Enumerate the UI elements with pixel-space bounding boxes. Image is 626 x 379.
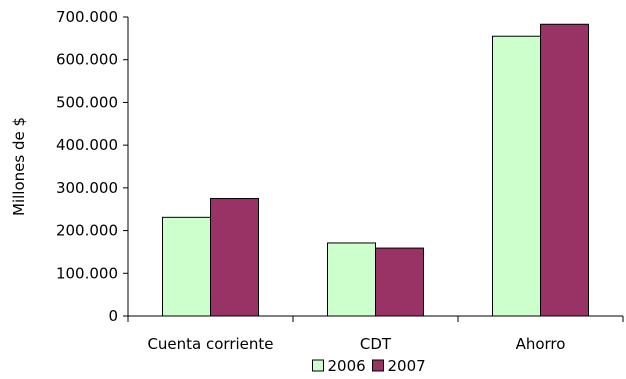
legend-label-2006: 2006 [328,357,366,375]
x-tick-label: Cuenta corriente [147,335,273,353]
y-axis-title-group: Millones de $ [10,117,28,216]
bar-2006-0 [162,216,211,317]
y-axis-ticks: 0 100.000 200.000 300.000 400.000 500.000 600.… [56,8,128,325]
bar-2006-2 [492,35,541,317]
bars-group [162,23,589,317]
y-tick-label: 700.000 [56,8,118,26]
y-tick-label: 100.000 [56,264,118,282]
legend-swatch-2007 [372,359,384,372]
y-tick-label: 600.000 [56,51,118,69]
bar-2006-1 [327,242,376,317]
bar-2007-0 [210,198,259,317]
y-tick-label: 500.000 [56,93,118,111]
x-tick-label: CDT [360,335,392,353]
x-axis-ticks: Cuenta corriente CDT Ahorro [127,316,624,353]
legend-swatch-2006 [312,359,324,372]
y-tick-label: 300.000 [56,179,118,197]
legend: 2006 2007 [312,357,426,375]
y-tick-label: 200.000 [56,222,118,240]
y-tick-label: 0 [108,307,118,325]
y-axis-title: Millones de $ [10,117,28,216]
y-tick-label: 400.000 [56,136,118,154]
bar-2007-1 [375,247,424,317]
bar-2007-2 [540,23,589,317]
x-tick-label: Ahorro [516,335,566,353]
legend-label-2007: 2007 [388,357,426,375]
